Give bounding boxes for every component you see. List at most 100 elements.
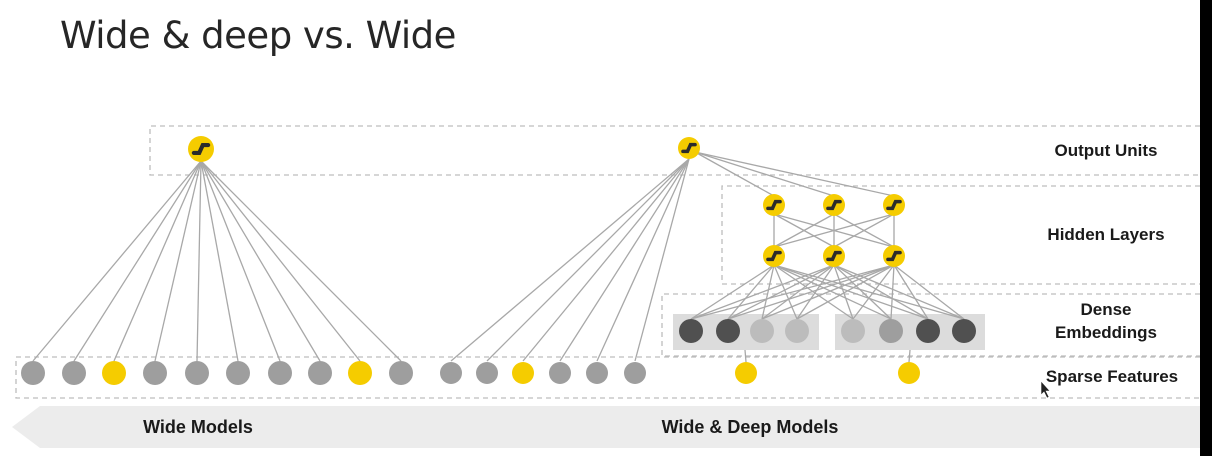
wd-emb-edge-2-5 (890, 264, 895, 320)
wd-emb-edge-2-0 (690, 264, 895, 320)
right-edge-bar (1200, 0, 1212, 456)
connection-edges (32, 151, 965, 363)
wd-emb-edge-0-4 (773, 264, 854, 320)
footer-band (12, 406, 1200, 448)
activation-curve-icon (826, 250, 842, 262)
wide-sparse-node-3 (143, 361, 167, 385)
wd-emb-edge-1-0 (690, 264, 835, 320)
hidden-layer2-unit-1 (823, 245, 845, 267)
wd-out-hidden-edge-2 (694, 151, 895, 197)
wd-emb-edge-1-7 (833, 264, 965, 320)
wd-emb-edge-2-2 (761, 264, 895, 320)
embedding-node-left-0 (679, 319, 703, 343)
wd-wide-sparse-node-1 (476, 362, 498, 384)
wide-edge-0 (32, 160, 202, 362)
wd-deep-sparse-node-left (735, 362, 757, 384)
wd-wide-sparse-node-0 (440, 362, 462, 384)
wd-out-hidden-edge-1 (694, 151, 835, 197)
wide-sparse-node-4 (185, 361, 209, 385)
wd-hidden-edge-1-0 (773, 213, 835, 248)
hidden-layers-band (721, 185, 1200, 285)
wd-emb-edge-1-4 (833, 264, 854, 320)
wd-wide-sparse-node-4 (586, 362, 608, 384)
hidden-layer1-unit-2 (883, 194, 905, 216)
wide-sparse-node-0 (21, 361, 45, 385)
activation-curve-icon (766, 199, 782, 211)
wide-deep-models-label: Wide & Deep Models (662, 417, 839, 437)
network-nodes (21, 136, 976, 385)
wd-emb-edge-2-4 (852, 264, 895, 320)
wd-emb-edge-0-6 (773, 264, 929, 320)
wd-emb-edge-1-5 (833, 264, 892, 320)
wide-sparse-node-8 (348, 361, 372, 385)
wd-emb-edge-0-2 (761, 264, 775, 320)
wide-edge-5 (200, 160, 239, 362)
wd-emb-edge-0-5 (773, 264, 892, 320)
wd-emb-edge-1-3 (796, 264, 835, 320)
embedding-node-right-0 (841, 319, 865, 343)
wd-wide-edge-1 (486, 158, 690, 362)
wd-emb-edge-1-1 (727, 264, 835, 320)
wide-models-label: Wide Models (143, 417, 253, 437)
wide-sparse-node-9 (389, 361, 413, 385)
wide-edge-1 (73, 160, 202, 362)
wide-edge-2 (113, 160, 202, 362)
wd-emb-edge-0-3 (773, 264, 798, 320)
sparse-features-label: Sparse Features (1046, 367, 1178, 386)
wd-wide-edge-4 (596, 158, 690, 362)
activation-curve-icon (826, 199, 842, 211)
wd-hidden-edge-2-1 (833, 213, 895, 248)
embedding-node-left-3 (785, 319, 809, 343)
wide-sparse-node-2 (102, 361, 126, 385)
dense-label-line2: Embeddings (1055, 323, 1157, 342)
output-units-label: Output Units (1055, 141, 1158, 160)
wd-emb-edge-2-6 (893, 264, 929, 320)
wd-out-hidden-edge-0 (694, 151, 775, 197)
wide-deep-output-unit (678, 137, 700, 159)
wd-emb-edge-1-2 (761, 264, 835, 320)
activation-curve-icon (191, 142, 211, 156)
activation-curve-icon (766, 250, 782, 262)
wd-wide-sparse-node-5 (624, 362, 646, 384)
wide-edge-6 (200, 160, 281, 362)
wide-edge-9 (200, 160, 402, 362)
wd-emb-edge-2-7 (893, 264, 965, 320)
embedding-node-left-2 (750, 319, 774, 343)
wd-wide-sparse-node-2 (512, 362, 534, 384)
wd-deep-sparse-node-right (898, 362, 920, 384)
wd-hidden-edge-2-0 (773, 213, 895, 248)
wide-edge-8 (200, 160, 361, 362)
wd-emb-edge-0-0 (690, 264, 775, 320)
activation-curve-icon (886, 199, 902, 211)
wd-wide-edge-2 (522, 158, 690, 362)
wd-emb-edge-0-1 (727, 264, 775, 320)
wd-wide-edge-5 (634, 158, 690, 362)
wide-edge-7 (200, 160, 321, 362)
wide-sparse-node-5 (226, 361, 250, 385)
wide-output-unit (188, 136, 214, 162)
embedding-node-right-1 (879, 319, 903, 343)
wd-wide-edge-3 (559, 158, 690, 362)
slide-title: Wide & deep vs. Wide (60, 14, 456, 57)
wide-sparse-node-6 (268, 361, 292, 385)
wide-sparse-node-7 (308, 361, 332, 385)
embedding-node-right-3 (952, 319, 976, 343)
activation-curve-icon (886, 250, 902, 262)
wd-emb-sparse-edge-right (908, 349, 911, 363)
wd-emb-edge-1-6 (833, 264, 929, 320)
wide-sparse-node-1 (62, 361, 86, 385)
embedding-node-right-2 (916, 319, 940, 343)
wd-emb-edge-0-7 (773, 264, 965, 320)
hidden-layers-label: Hidden Layers (1047, 225, 1164, 244)
wd-emb-sparse-edge-left (744, 349, 747, 363)
hidden-layer2-unit-2 (883, 245, 905, 267)
wd-wide-sparse-node-3 (549, 362, 571, 384)
wd-emb-edge-2-3 (796, 264, 895, 320)
wd-wide-edge-0 (450, 158, 690, 362)
wd-emb-edge-2-1 (727, 264, 895, 320)
dense-embeddings-band (661, 293, 1200, 357)
embedding-node-left-1 (716, 319, 740, 343)
hidden-layer1-unit-1 (823, 194, 845, 216)
mouse-cursor-icon (1040, 380, 1051, 399)
hidden-layer2-unit-0 (763, 245, 785, 267)
